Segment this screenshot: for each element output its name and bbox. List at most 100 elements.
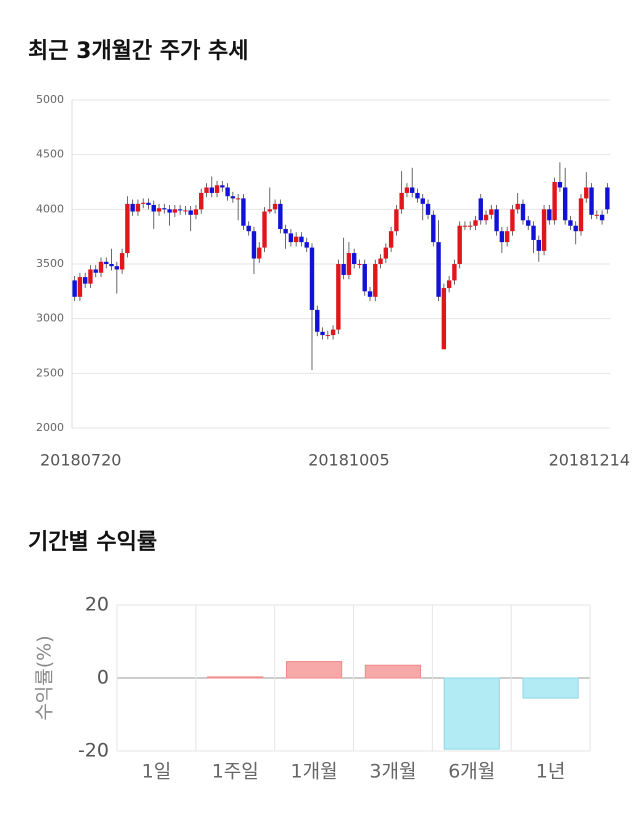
candle-body: [225, 187, 230, 197]
candle-body: [599, 214, 605, 221]
candle-body: [135, 203, 141, 212]
candle-body: [172, 209, 178, 213]
candle-body: [504, 231, 510, 243]
bar: [443, 677, 500, 750]
candle-body: [220, 185, 225, 188]
candle-body: [98, 261, 104, 273]
candle-body: [336, 264, 341, 330]
candle-body: [262, 211, 267, 248]
candle-body: [510, 209, 515, 232]
candle-body: [304, 242, 309, 248]
candle-body: [531, 225, 536, 240]
y-tick-label: 5000: [36, 93, 64, 106]
candle-body: [367, 291, 373, 297]
candle-body: [235, 198, 241, 200]
y-tick-label: 2000: [36, 421, 64, 434]
candle-body: [230, 196, 236, 199]
candle-body: [489, 209, 494, 215]
candle-body: [315, 309, 320, 332]
candle-body: [441, 288, 447, 350]
candle-body: [457, 225, 462, 264]
candle-body: [214, 185, 220, 193]
candle-body: [288, 233, 294, 243]
candle-body: [93, 269, 98, 273]
x-tick-label: 6개월: [448, 761, 495, 783]
x-tick-label: 1개월: [291, 761, 338, 783]
candle-body: [562, 187, 568, 221]
bar: [285, 661, 343, 679]
candle-body: [278, 203, 283, 230]
candle-body: [399, 192, 404, 210]
candle-body: [605, 187, 610, 210]
x-tick-label: 3개월: [369, 761, 416, 783]
candle-body: [589, 187, 594, 215]
candle-body: [109, 264, 114, 267]
candle-body: [462, 225, 468, 227]
candle-body: [452, 264, 457, 281]
y-tick-label: -20: [78, 740, 109, 762]
candle-body: [167, 209, 172, 213]
candle-body: [119, 253, 125, 270]
candle-body: [346, 253, 352, 275]
candle-body: [568, 220, 573, 226]
candle-body: [547, 209, 552, 221]
candle-body: [362, 264, 367, 292]
candle-body: [125, 203, 130, 254]
candle-body: [151, 204, 156, 212]
candle-body: [193, 209, 199, 215]
candle-body: [257, 247, 262, 259]
y-tick-label: 0: [97, 667, 109, 689]
candle-body: [420, 198, 425, 204]
candle-body: [320, 331, 325, 336]
candle-body: [557, 182, 563, 188]
bar: [522, 677, 579, 699]
candle-body: [141, 202, 146, 204]
candle-body: [494, 209, 499, 232]
candle-body: [383, 247, 389, 259]
chart-title: 최근 3개월간 주가 추세: [28, 39, 248, 64]
x-tick-label: 20180720: [40, 451, 121, 470]
y-tick-label: 4000: [36, 202, 64, 215]
candle-body: [104, 261, 109, 264]
candle-body: [204, 187, 209, 193]
x-tick-label: 1일: [142, 761, 172, 783]
candle-body: [299, 236, 304, 243]
bar: [364, 664, 422, 679]
candle-body: [130, 203, 135, 212]
y-tick-label: 20: [85, 594, 109, 616]
candle-body: [351, 253, 357, 264]
candle-body: [156, 208, 162, 212]
candle-body: [499, 231, 505, 243]
candle-body: [552, 182, 557, 221]
candle-body: [199, 192, 204, 210]
candle-body: [378, 258, 383, 264]
candle-body: [72, 280, 77, 297]
y-tick-label: 4500: [36, 148, 64, 161]
candle-body: [526, 220, 531, 226]
candle-body: [241, 198, 246, 226]
candle-body: [114, 266, 120, 270]
candle-body: [272, 203, 278, 210]
candle-body: [515, 203, 520, 210]
candle-body: [446, 280, 452, 289]
candle-body: [578, 198, 584, 232]
candle-body: [410, 187, 415, 193]
candle-body: [573, 225, 578, 232]
candle-body: [478, 198, 483, 221]
candle-body: [394, 209, 399, 232]
y-tick-label: 3000: [36, 312, 64, 325]
candle-body: [536, 239, 541, 251]
candle-body: [325, 335, 331, 337]
candle-body: [431, 214, 436, 243]
candle-body: [415, 192, 420, 199]
candle-body: [436, 242, 441, 297]
candle-body: [177, 209, 183, 211]
candle-body: [77, 277, 83, 297]
candle-body: [309, 247, 315, 310]
candle-body: [357, 264, 362, 265]
candle-body: [162, 208, 167, 210]
candle-body: [267, 209, 272, 212]
candle-body: [425, 203, 431, 215]
candle-body: [146, 202, 151, 205]
